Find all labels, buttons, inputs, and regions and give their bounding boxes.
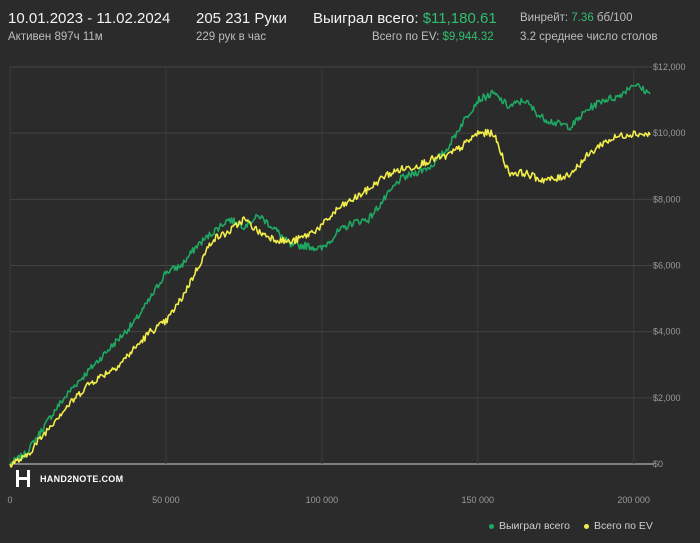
legend-dot-ev <box>584 523 589 529</box>
won-total: Выиграл всего: $11,180.61 <box>313 10 497 27</box>
y-tick-label: $4,000 <box>653 327 681 337</box>
winrate-value: 7.36 <box>571 12 594 24</box>
logo-bar-mid <box>19 477 27 480</box>
y-tick-label: $10,000 <box>653 128 686 138</box>
x-tick-label: 100 000 <box>306 495 339 505</box>
winrate-unit: бб/100 <box>596 12 633 24</box>
x-axis: 0 50 000 100 000 150 000 200 000 <box>7 495 649 505</box>
legend-dot-won <box>489 523 494 529</box>
series-lines <box>9 83 651 468</box>
y-tick-label: $12,000 <box>653 62 686 72</box>
y-tick-label: $0 <box>653 459 663 469</box>
series-line-won <box>9 83 651 465</box>
avg-tables: 3.2 среднее число столов <box>520 31 658 43</box>
series-line-ev <box>9 128 651 468</box>
won-value: $11,180.61 <box>422 10 497 27</box>
legend-item-ev: Всего по EV <box>584 520 653 532</box>
date-range: 10.01.2023 - 11.02.2024 <box>8 10 171 27</box>
hand2note-logo: HAND2NOTE.COM <box>16 470 123 487</box>
y-axis: $0 $2,000 $4,000 $6,000 $8,000 $10,000 $12,000 <box>653 62 686 469</box>
active-time: Активен 897ч 11м <box>8 31 103 43</box>
winrate: Винрейт: 7.36 бб/100 <box>520 12 632 24</box>
logo-bar-right <box>27 470 30 487</box>
watermark-text: HAND2NOTE.COM <box>40 474 123 484</box>
ev-total: Всего по EV: $9,944.32 <box>372 31 494 43</box>
ev-label: Всего по EV: <box>372 31 440 43</box>
logo-bar-left <box>16 470 19 487</box>
y-tick-label: $2,000 <box>653 393 681 403</box>
won-label: Выиграл всего: <box>313 10 419 27</box>
y-tick-label: $6,000 <box>653 261 681 271</box>
legend-item-won: Выиграл всего <box>489 520 570 532</box>
x-tick-label: 0 <box>7 495 12 505</box>
profit-chart: 0 50 000 100 000 150 000 200 000 $0 $2,000 $4,… <box>7 62 686 505</box>
x-tick-label: 50 000 <box>152 495 180 505</box>
x-tick-label: 150 000 <box>461 495 494 505</box>
legend-label-won: Выиграл всего <box>499 520 570 532</box>
grid <box>9 66 654 465</box>
hands-per-hour: 229 рук в час <box>196 31 267 43</box>
legend-label-ev: Всего по EV <box>594 520 653 532</box>
hands-count: 205 231 Руки <box>196 10 287 27</box>
winrate-label: Винрейт: <box>520 12 569 24</box>
ev-value: $9,944.32 <box>442 31 494 43</box>
x-tick-label: 200 000 <box>617 495 650 505</box>
y-tick-label: $8,000 <box>653 194 681 204</box>
